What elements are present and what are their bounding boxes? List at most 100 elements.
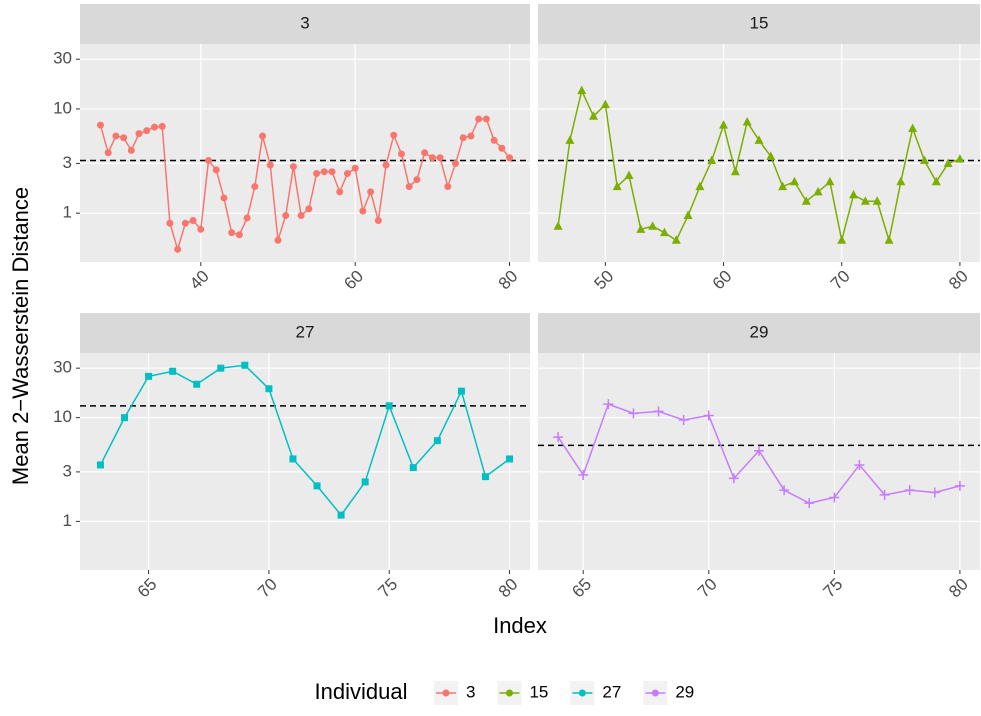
point	[854, 459, 865, 470]
point	[589, 111, 599, 120]
point	[189, 217, 197, 225]
point	[754, 445, 764, 456]
point	[600, 99, 610, 109]
x-tick-label: 70	[827, 267, 854, 294]
point	[482, 115, 490, 123]
y-tick-label: 1	[63, 511, 72, 530]
point	[243, 214, 251, 222]
point	[779, 485, 790, 496]
point	[251, 183, 259, 191]
x-tick-label: 80	[495, 575, 522, 602]
line	[99, 364, 510, 517]
point	[648, 221, 658, 230]
legend-swatch	[442, 689, 450, 697]
x-axis-title: Index	[493, 613, 547, 638]
point	[766, 151, 776, 160]
point	[96, 461, 104, 469]
point	[235, 231, 243, 239]
point	[305, 205, 313, 213]
point	[459, 134, 467, 142]
point	[367, 188, 375, 196]
point	[825, 176, 835, 186]
panel-background	[538, 353, 980, 570]
point	[390, 131, 398, 139]
point	[742, 116, 752, 126]
legend-swatch	[578, 689, 586, 697]
y-tick-label: 3	[63, 153, 72, 172]
point	[904, 485, 915, 496]
line	[99, 118, 511, 252]
point	[112, 132, 120, 140]
point	[121, 414, 129, 422]
point	[205, 157, 213, 165]
point	[436, 154, 444, 162]
x-tick-label: 60	[709, 267, 736, 294]
y-tick-label: 10	[53, 407, 72, 426]
point	[683, 210, 693, 219]
point	[150, 123, 158, 131]
point	[297, 211, 305, 219]
y-tick-label: 1	[63, 203, 72, 222]
point	[728, 473, 739, 484]
legend-label: 29	[675, 682, 694, 701]
legend-item: 3	[434, 681, 475, 705]
point	[628, 408, 639, 419]
point	[612, 181, 622, 191]
point	[143, 127, 151, 135]
strip	[80, 4, 530, 44]
point	[145, 372, 153, 380]
point	[166, 219, 174, 227]
point	[174, 245, 182, 253]
point	[678, 414, 689, 425]
panel: 29 65 70 75 80	[538, 313, 980, 601]
point	[908, 123, 918, 132]
point	[228, 229, 236, 237]
point	[954, 480, 965, 491]
x-tick-label: 50	[591, 267, 618, 294]
legend-label: 27	[602, 682, 621, 701]
legend-title: Individual	[315, 679, 408, 704]
strip	[80, 313, 530, 353]
point	[801, 196, 811, 205]
legend-item: 15	[497, 681, 548, 705]
point	[553, 432, 564, 443]
point	[413, 176, 421, 184]
point	[475, 115, 483, 123]
point	[361, 478, 369, 486]
point	[653, 406, 664, 417]
point	[433, 437, 441, 445]
y-axis-title: Mean 2−Wasserstein Distance	[8, 187, 33, 485]
point	[804, 498, 815, 509]
point	[943, 158, 953, 167]
legend-label: 15	[529, 682, 548, 701]
point	[872, 196, 882, 205]
point	[197, 225, 205, 233]
point	[382, 161, 390, 169]
point	[158, 122, 166, 130]
point	[506, 455, 514, 463]
point	[409, 464, 417, 472]
panel-background	[80, 44, 530, 262]
point	[289, 455, 297, 463]
point	[707, 155, 717, 165]
point	[217, 364, 225, 372]
point	[879, 489, 890, 500]
x-tick-label: 65	[568, 575, 595, 602]
panel: 27 1 3 10 30 65 70 75 80	[53, 313, 530, 601]
point	[351, 164, 359, 172]
y-tick-label: 10	[53, 98, 72, 117]
point	[578, 470, 589, 481]
legend-swatch	[651, 689, 659, 697]
point	[624, 170, 634, 179]
point	[553, 221, 563, 230]
point	[896, 176, 906, 186]
point	[421, 149, 429, 157]
x-tick-label: 80	[945, 575, 972, 602]
point	[703, 410, 714, 421]
x-tick-label: 60	[340, 267, 367, 294]
point	[452, 159, 460, 167]
point	[259, 132, 267, 140]
x-tick-label: 70	[254, 575, 281, 602]
panel: 15 50 60 70 80	[538, 4, 980, 293]
point	[336, 188, 344, 196]
